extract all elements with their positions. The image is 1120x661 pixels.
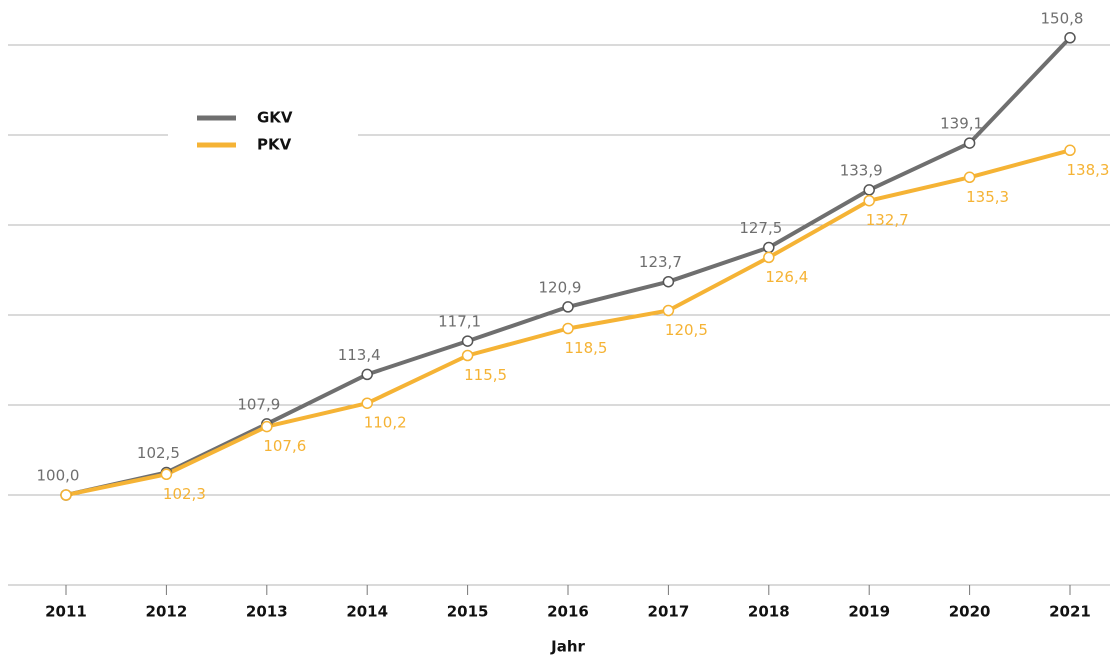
value-label: 102,3	[163, 485, 206, 503]
point	[261, 420, 273, 433]
value-label: 135,3	[966, 188, 1009, 206]
value-label: 107,6	[263, 437, 306, 455]
point	[361, 368, 373, 381]
legend-label: GKV	[257, 109, 293, 127]
point	[863, 184, 875, 196]
point	[461, 349, 474, 362]
value-label: 107,9	[237, 395, 280, 413]
legend-bg	[168, 100, 358, 165]
value-label: 118,5	[565, 339, 608, 357]
point	[562, 322, 574, 335]
point	[863, 194, 875, 207]
point	[963, 137, 976, 149]
point	[1064, 144, 1076, 157]
value-label: 138,3	[1067, 161, 1110, 179]
value-label: 117,1	[438, 313, 481, 331]
point	[461, 335, 474, 347]
x-tick-label: 2014	[346, 603, 388, 621]
point	[963, 171, 976, 184]
value-label: 115,5	[464, 366, 507, 384]
point	[763, 251, 775, 264]
point	[361, 397, 373, 409]
point	[763, 241, 775, 254]
point	[562, 301, 574, 313]
x-tick-label: 2018	[748, 603, 790, 621]
x-tick-label: 2019	[848, 603, 890, 621]
legend-label: PKV	[257, 136, 292, 154]
x-axis-title: Jahr	[550, 638, 585, 656]
value-label: 123,7	[639, 253, 682, 271]
value-label: 132,7	[866, 211, 909, 229]
value-label: 113,4	[338, 346, 381, 364]
x-tick-label: 2016	[547, 603, 589, 621]
series-line	[65, 148, 1071, 497]
point	[662, 304, 675, 317]
point	[1064, 32, 1076, 44]
x-tick-label: 2011	[45, 603, 87, 621]
value-label: 120,9	[539, 278, 582, 296]
point	[160, 468, 173, 481]
value-label: 120,5	[665, 321, 708, 339]
value-label: 100,0	[37, 467, 80, 485]
x-tick-label: 2021	[1049, 603, 1091, 621]
value-label: 150,8	[1041, 9, 1084, 27]
value-label: 126,4	[765, 268, 808, 286]
value-label: 133,9	[840, 161, 883, 179]
value-label: 139,1	[940, 115, 983, 133]
value-label: 102,5	[137, 444, 180, 462]
x-tick-label: 2012	[146, 603, 188, 621]
x-tick-label: 2020	[949, 603, 991, 621]
x-tick-label: 2015	[447, 603, 489, 621]
point	[60, 489, 72, 501]
point	[662, 275, 675, 288]
x-tick-label: 2017	[648, 603, 690, 621]
value-label: 110,2	[364, 414, 407, 432]
value-label: 127,5	[739, 219, 782, 237]
x-tick-label: 2013	[246, 603, 288, 621]
